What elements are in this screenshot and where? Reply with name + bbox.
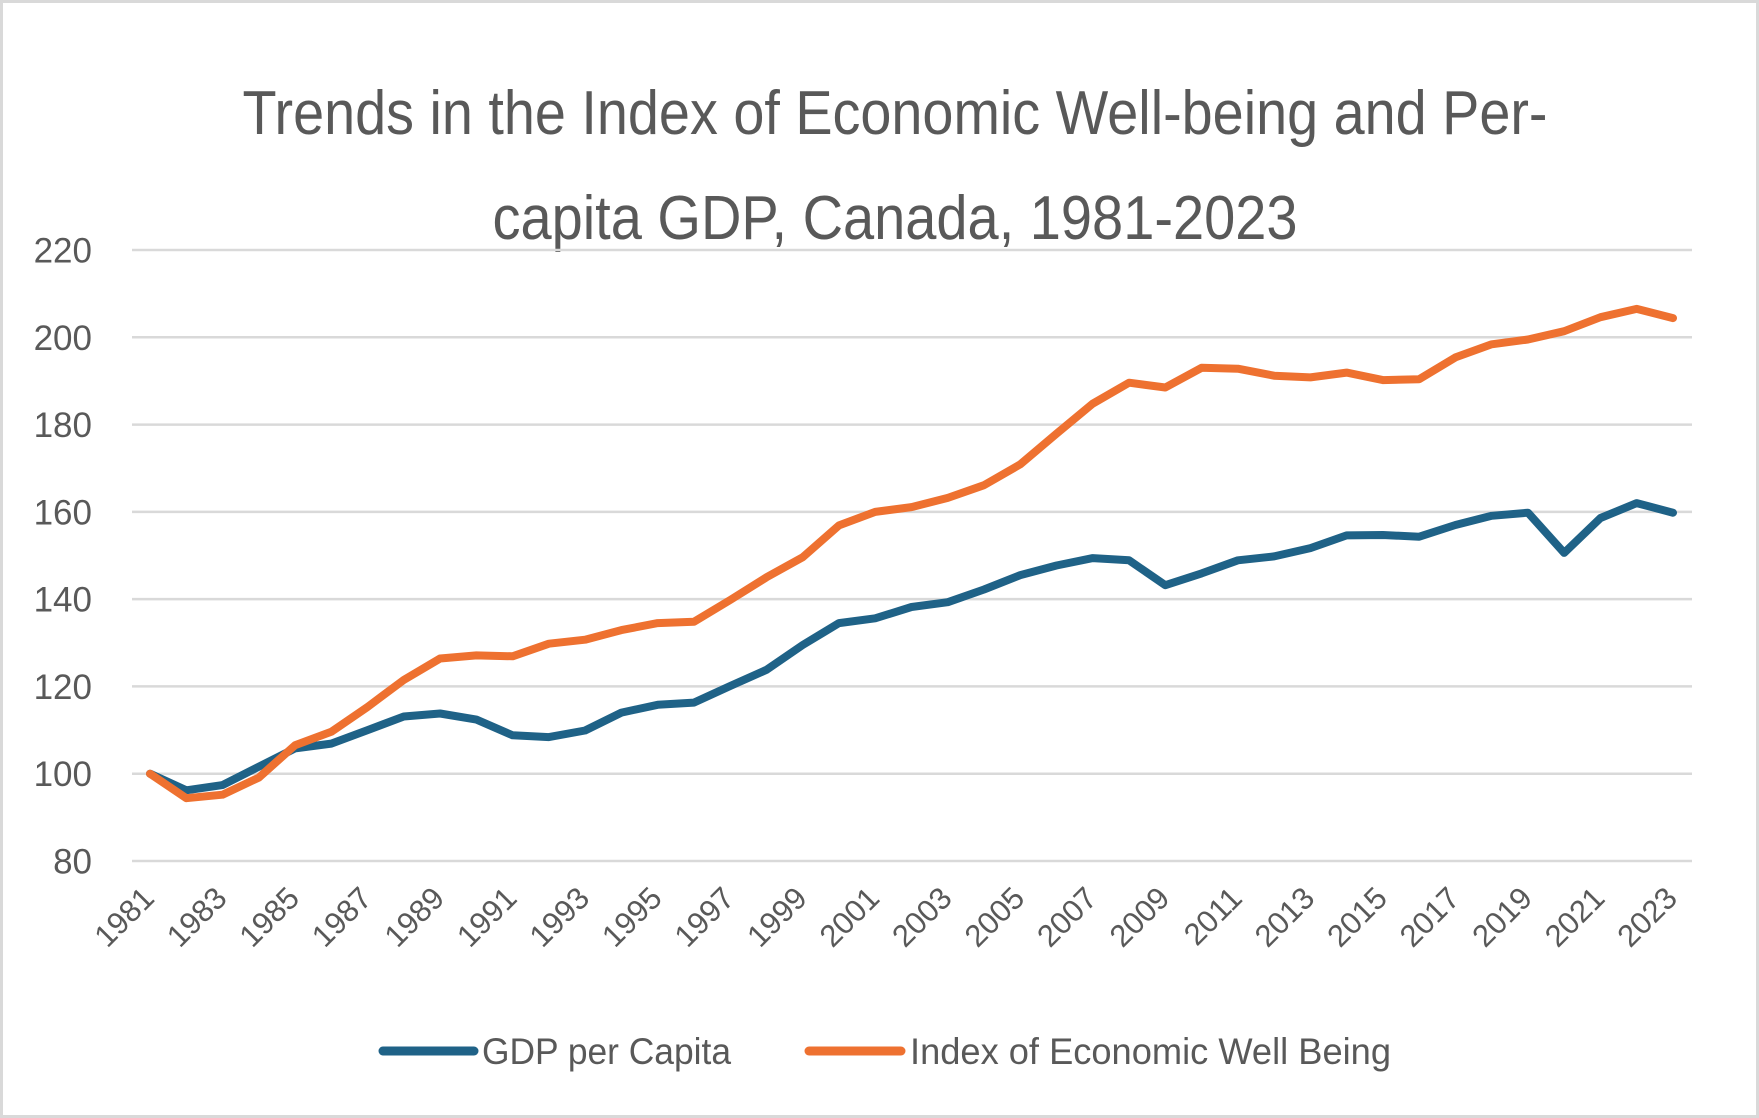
series-lines: [146, 304, 1677, 803]
y-tick-label: 180: [34, 406, 92, 445]
y-tick-label: 200: [34, 319, 92, 358]
series-line-index-of-economic-well-being: [146, 304, 1677, 803]
legend-item-index-economic-well-being[interactable]: Index of Economic Well Being: [804, 1031, 1391, 1072]
x-tick-label: 1999: [740, 880, 814, 954]
x-tick-label: 2007: [1030, 880, 1104, 954]
x-tick-label: 2017: [1393, 880, 1467, 954]
x-axis-ticks: 1981 1983 1985 1987 1989 1991 1993 1995 1997 1999…: [87, 880, 1684, 954]
x-tick-label: 2003: [885, 880, 959, 954]
y-tick-label: 120: [34, 668, 92, 707]
legend-label-gdp: GDP per Capita: [482, 1031, 731, 1072]
y-tick-label: 160: [34, 493, 92, 532]
x-tick-label: 1997: [668, 880, 742, 954]
x-tick-label: 2015: [1320, 880, 1394, 954]
x-tick-label: 1995: [595, 880, 669, 954]
y-axis-ticks: 80 100 120 140 160 180 200 220: [34, 232, 92, 882]
y-tick-label: 80: [53, 843, 92, 882]
x-tick-label: 2013: [1248, 880, 1322, 954]
y-tick-label: 220: [34, 232, 92, 271]
legend: GDP per Capita Index of Economic Well Be…: [378, 1031, 1391, 1072]
y-tick-label: 140: [34, 581, 92, 620]
legend-item-gdp-per-capita[interactable]: GDP per Capita: [378, 1031, 731, 1072]
x-tick-label: 1981: [87, 880, 161, 954]
x-tick-label: 2019: [1465, 880, 1539, 954]
legend-label-iewb: Index of Economic Well Being: [910, 1031, 1391, 1072]
y-tick-label: 100: [34, 755, 92, 794]
chart-title-line-1: Trends in the Index of Economic Well-bei…: [243, 79, 1548, 148]
chart-title-line-2: capita GDP, Canada, 1981-2023: [493, 184, 1298, 253]
x-tick-label: 1991: [450, 880, 524, 954]
gridlines: [132, 248, 1692, 863]
series-line-gdp-per-capita: [146, 499, 1677, 795]
x-tick-label: 2009: [1103, 880, 1177, 954]
x-tick-label: 1993: [523, 880, 597, 954]
x-tick-label: 2001: [813, 880, 887, 954]
chart-title: Trends in the Index of Economic Well-bei…: [243, 79, 1548, 253]
x-tick-label: 2023: [1610, 880, 1684, 954]
x-tick-label: 1983: [160, 880, 234, 954]
x-tick-label: 2011: [1177, 880, 1249, 952]
x-tick-label: 1985: [232, 880, 306, 954]
x-tick-label: 2021: [1538, 880, 1612, 954]
x-tick-label: 2005: [958, 880, 1032, 954]
line-chart: Trends in the Index of Economic Well-bei…: [34, 79, 1692, 1072]
x-tick-label: 1989: [378, 880, 452, 954]
x-tick-label: 1987: [305, 880, 379, 954]
